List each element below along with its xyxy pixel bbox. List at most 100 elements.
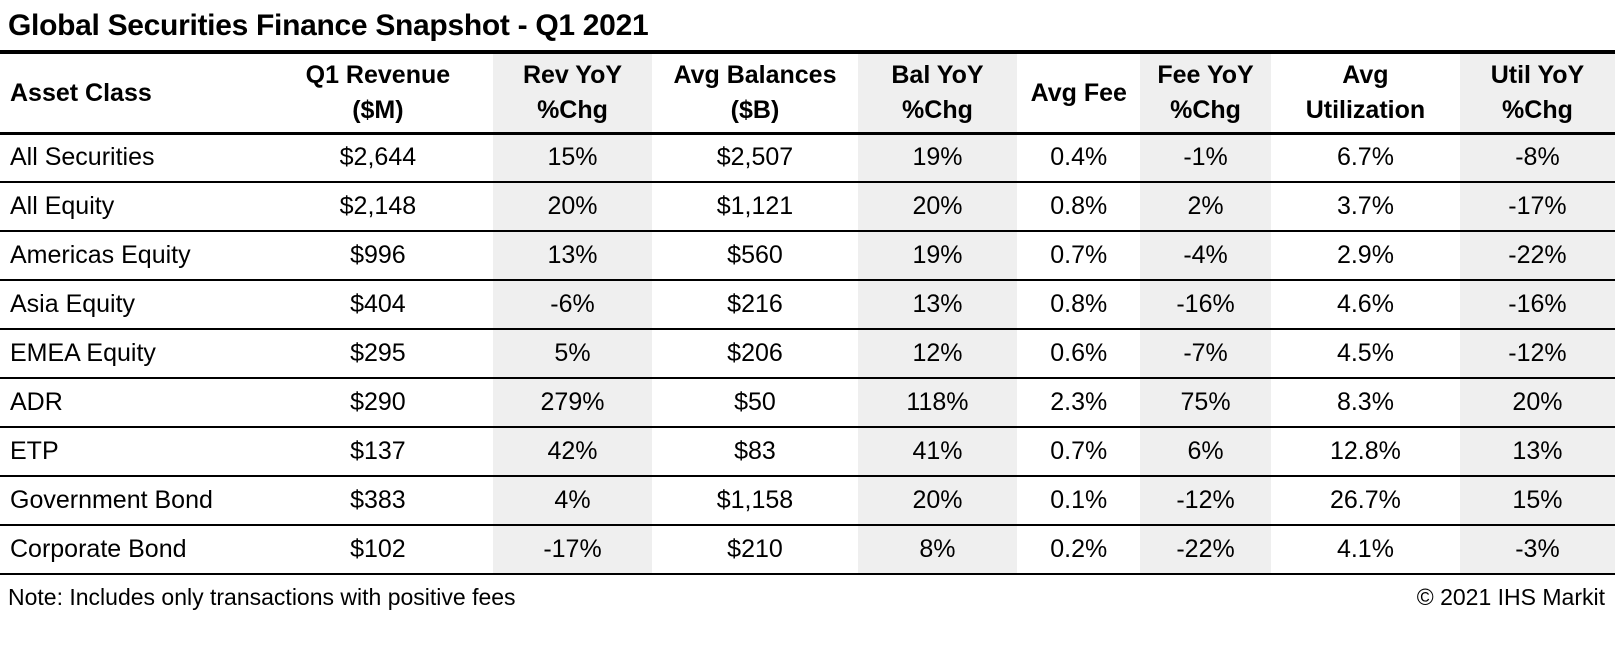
cell: 13% bbox=[857, 280, 1018, 330]
cell: 0.1% bbox=[1017, 476, 1141, 526]
cell: -12% bbox=[1140, 476, 1271, 526]
cell: 0.2% bbox=[1017, 525, 1141, 575]
cell: Asia Equity bbox=[0, 280, 264, 330]
column-header-q1-revenue: Q1 Revenue ($M) bbox=[263, 52, 493, 135]
cell: 2% bbox=[1140, 182, 1271, 232]
cell: -7% bbox=[1140, 329, 1271, 379]
cell: 5% bbox=[492, 329, 653, 379]
securities-finance-table: Asset Class Q1 Revenue ($M) Rev YoY %Chg… bbox=[0, 50, 1615, 575]
cell: $996 bbox=[263, 231, 493, 281]
cell: $2,507 bbox=[652, 133, 858, 183]
cell: 0.7% bbox=[1017, 231, 1141, 281]
cell: 12.8% bbox=[1270, 427, 1460, 477]
cell: $1,158 bbox=[652, 476, 858, 526]
cell: -17% bbox=[492, 525, 653, 575]
cell: ADR bbox=[0, 378, 264, 428]
cell: $383 bbox=[263, 476, 493, 526]
cell: $2,148 bbox=[263, 182, 493, 232]
cell: -6% bbox=[492, 280, 653, 330]
cell: 19% bbox=[857, 231, 1018, 281]
cell: $2,644 bbox=[263, 133, 493, 183]
cell: -12% bbox=[1459, 329, 1615, 379]
cell: -22% bbox=[1459, 231, 1615, 281]
cell: $102 bbox=[263, 525, 493, 575]
table-row-corporate-bond: Corporate Bond $102 -17% $210 8% 0.2% -2… bbox=[0, 525, 1615, 575]
cell: $137 bbox=[263, 427, 493, 477]
cell: 4% bbox=[492, 476, 653, 526]
cell: $404 bbox=[263, 280, 493, 330]
column-header-util-yoy: Util YoY %Chg bbox=[1459, 52, 1615, 135]
cell: 75% bbox=[1140, 378, 1271, 428]
cell: 4.6% bbox=[1270, 280, 1460, 330]
header-row: Asset Class Q1 Revenue ($M) Rev YoY %Chg… bbox=[0, 52, 1615, 135]
cell: $83 bbox=[652, 427, 858, 477]
table-row-all-equity: All Equity $2,148 20% $1,121 20% 0.8% 2%… bbox=[0, 182, 1615, 232]
cell: 2.9% bbox=[1270, 231, 1460, 281]
cell: -16% bbox=[1140, 280, 1271, 330]
cell: ETP bbox=[0, 427, 264, 477]
cell: 26.7% bbox=[1270, 476, 1460, 526]
column-header-avg-fee: Avg Fee bbox=[1017, 52, 1141, 135]
column-header-bal-yoy: Bal YoY %Chg bbox=[857, 52, 1018, 135]
cell: $50 bbox=[652, 378, 858, 428]
cell: 15% bbox=[1459, 476, 1615, 526]
cell: 0.6% bbox=[1017, 329, 1141, 379]
cell: 0.7% bbox=[1017, 427, 1141, 477]
cell: 8% bbox=[857, 525, 1018, 575]
cell: 13% bbox=[1459, 427, 1615, 477]
cell: $1,121 bbox=[652, 182, 858, 232]
table-row-asia-equity: Asia Equity $404 -6% $216 13% 0.8% -16% … bbox=[0, 280, 1615, 330]
cell: 42% bbox=[492, 427, 653, 477]
cell: 15% bbox=[492, 133, 653, 183]
cell: 8.3% bbox=[1270, 378, 1460, 428]
column-header-avg-utilization: Avg Utilization bbox=[1270, 52, 1460, 135]
cell: $210 bbox=[652, 525, 858, 575]
column-header-fee-yoy: Fee YoY %Chg bbox=[1140, 52, 1271, 135]
cell: 13% bbox=[492, 231, 653, 281]
cell: -3% bbox=[1459, 525, 1615, 575]
cell: 41% bbox=[857, 427, 1018, 477]
cell: All Securities bbox=[0, 133, 264, 183]
page-title: Global Securities Finance Snapshot - Q1 … bbox=[8, 9, 649, 42]
cell: 20% bbox=[492, 182, 653, 232]
column-header-avg-balances: Avg Balances ($B) bbox=[652, 52, 858, 135]
cell: 4.5% bbox=[1270, 329, 1460, 379]
column-header-asset-class: Asset Class bbox=[0, 52, 264, 135]
cell: 0.8% bbox=[1017, 182, 1141, 232]
cell: 0.4% bbox=[1017, 133, 1141, 183]
table-row-adr: ADR $290 279% $50 118% 2.3% 75% 8.3% 20% bbox=[0, 378, 1615, 428]
column-header-rev-yoy: Rev YoY %Chg bbox=[492, 52, 653, 135]
cell: 6.7% bbox=[1270, 133, 1460, 183]
cell: 20% bbox=[857, 182, 1018, 232]
cell: Government Bond bbox=[0, 476, 264, 526]
cell: 19% bbox=[857, 133, 1018, 183]
cell: Americas Equity bbox=[0, 231, 264, 281]
cell: Corporate Bond bbox=[0, 525, 264, 575]
cell: 20% bbox=[1459, 378, 1615, 428]
cell: 118% bbox=[857, 378, 1018, 428]
cell: $560 bbox=[652, 231, 858, 281]
table-row-emea-equity: EMEA Equity $295 5% $206 12% 0.6% -7% 4.… bbox=[0, 329, 1615, 379]
cell: 3.7% bbox=[1270, 182, 1460, 232]
cell: $216 bbox=[652, 280, 858, 330]
cell: $290 bbox=[263, 378, 493, 428]
cell: -17% bbox=[1459, 182, 1615, 232]
cell: 12% bbox=[857, 329, 1018, 379]
cell: -1% bbox=[1140, 133, 1271, 183]
cell: 0.8% bbox=[1017, 280, 1141, 330]
cell: $295 bbox=[263, 329, 493, 379]
cell: 4.1% bbox=[1270, 525, 1460, 575]
cell: 20% bbox=[857, 476, 1018, 526]
table-row-etp: ETP $137 42% $83 41% 0.7% 6% 12.8% 13% bbox=[0, 427, 1615, 477]
copyright-text: © 2021 IHS Markit bbox=[1416, 584, 1605, 610]
cell: -4% bbox=[1140, 231, 1271, 281]
cell: $206 bbox=[652, 329, 858, 379]
table-row-all-securities: All Securities $2,644 15% $2,507 19% 0.4… bbox=[0, 133, 1615, 183]
footer-note: Note: Includes only transactions with po… bbox=[8, 584, 516, 610]
table-row-government-bond: Government Bond $383 4% $1,158 20% 0.1% … bbox=[0, 476, 1615, 526]
cell: 2.3% bbox=[1017, 378, 1141, 428]
cell: EMEA Equity bbox=[0, 329, 264, 379]
cell: -16% bbox=[1459, 280, 1615, 330]
cell: All Equity bbox=[0, 182, 264, 232]
table-row-americas-equity: Americas Equity $996 13% $560 19% 0.7% -… bbox=[0, 231, 1615, 281]
